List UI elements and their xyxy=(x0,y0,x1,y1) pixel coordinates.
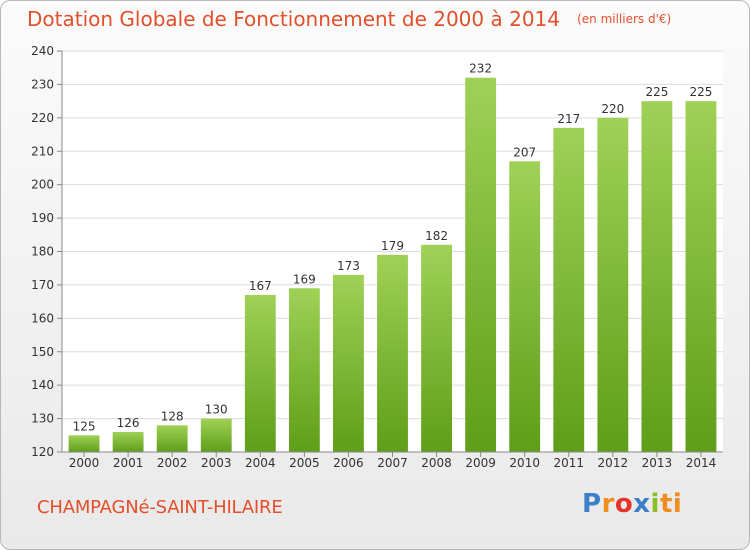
y-tick-label: 150 xyxy=(31,345,54,359)
bar xyxy=(333,274,364,452)
x-tick-label: 2007 xyxy=(377,456,408,470)
bar-value-label: 128 xyxy=(161,409,184,423)
bar-value-label: 126 xyxy=(117,416,140,430)
bar-value-label: 232 xyxy=(469,62,492,76)
x-tick-label: 2011 xyxy=(553,456,584,470)
x-tick-label: 2006 xyxy=(333,456,364,470)
x-tick-label: 2001 xyxy=(113,456,144,470)
y-tick-label: 240 xyxy=(31,44,54,58)
x-tick-label: 2003 xyxy=(201,456,232,470)
x-tick-label: 2012 xyxy=(598,456,629,470)
x-tick-label: 2009 xyxy=(465,456,496,470)
proxiti-logo: Proxiti xyxy=(582,489,683,519)
x-tick-label: 2013 xyxy=(642,456,673,470)
bar-value-label: 217 xyxy=(557,112,580,126)
bar xyxy=(685,101,717,452)
y-tick-label: 160 xyxy=(31,311,54,325)
bar xyxy=(200,418,232,452)
bar-value-label: 225 xyxy=(645,85,668,99)
x-tick-label: 2005 xyxy=(289,456,320,470)
y-tick-label: 200 xyxy=(31,178,54,192)
bar xyxy=(597,117,629,452)
bar xyxy=(112,431,144,452)
y-tick-label: 130 xyxy=(31,412,54,426)
bar-value-label: 173 xyxy=(337,259,360,273)
bar-value-label: 225 xyxy=(690,85,713,99)
bar xyxy=(377,254,408,452)
bar-value-label: 220 xyxy=(601,102,624,116)
y-tick-label: 180 xyxy=(31,245,54,259)
bar-value-label: 167 xyxy=(249,279,272,293)
bar-value-label: 130 xyxy=(205,403,228,417)
bar xyxy=(288,288,320,452)
x-tick-label: 2004 xyxy=(245,456,276,470)
x-tick-label: 2008 xyxy=(421,456,452,470)
y-tick-label: 120 xyxy=(31,445,54,459)
bar-value-label: 169 xyxy=(293,272,316,286)
y-tick-label: 140 xyxy=(31,378,54,392)
x-tick-label: 2014 xyxy=(686,456,717,470)
chart-title: Dotation Globale de Fonctionnement de 20… xyxy=(27,7,671,31)
bar xyxy=(641,101,673,452)
title-text: Dotation Globale de Fonctionnement de 20… xyxy=(27,7,560,31)
bar xyxy=(244,294,276,452)
bar xyxy=(465,77,497,452)
y-tick-label: 170 xyxy=(31,278,54,292)
x-tick-label: 2002 xyxy=(157,456,188,470)
bar xyxy=(156,425,188,452)
bar xyxy=(421,244,452,452)
y-tick-label: 220 xyxy=(31,111,54,125)
y-tick-label: 190 xyxy=(31,211,54,225)
y-tick-label: 210 xyxy=(31,144,54,158)
unit-note: (en milliers d'€) xyxy=(577,12,672,26)
bar xyxy=(509,161,541,452)
bar xyxy=(68,435,100,452)
commune-name: CHAMPAGNé-SAINT-HILAIRE xyxy=(37,497,283,518)
bar-value-label: 179 xyxy=(381,239,404,253)
bar-value-label: 207 xyxy=(513,145,536,159)
bar xyxy=(553,127,585,452)
bar-value-label: 125 xyxy=(73,419,96,433)
x-tick-label: 2010 xyxy=(509,456,540,470)
x-tick-label: 2000 xyxy=(69,456,100,470)
y-tick-label: 230 xyxy=(31,77,54,91)
bar-value-label: 182 xyxy=(425,229,448,243)
